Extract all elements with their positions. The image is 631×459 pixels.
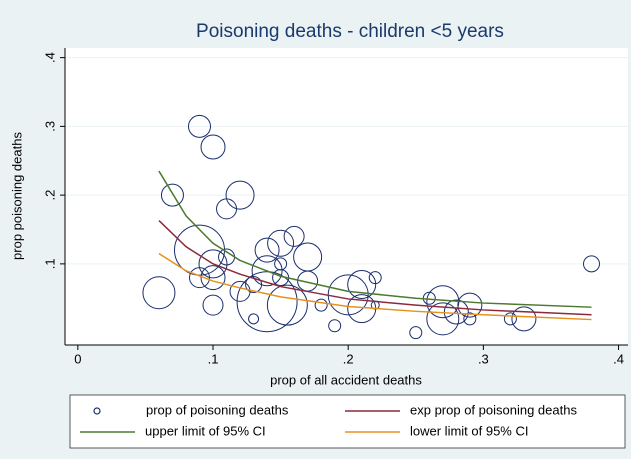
bubble: [251, 255, 283, 287]
bubble: [426, 302, 460, 336]
bubble: [583, 255, 601, 273]
y-tick-label: .3: [42, 121, 57, 132]
bubble: [254, 237, 280, 263]
bubble: [283, 225, 305, 247]
bubble: [266, 284, 308, 326]
bubble: [200, 134, 226, 160]
y-tick-label: .1: [42, 258, 57, 269]
bubble: [457, 292, 483, 318]
curve: [158, 252, 592, 321]
legend-label: lower limit of 95% CI: [410, 423, 528, 438]
bubble: [198, 249, 228, 279]
bubble: [160, 183, 184, 207]
bubble: [187, 114, 211, 138]
bubble: [225, 180, 255, 210]
y-tick-label: .4: [42, 52, 57, 63]
bubble: [503, 312, 517, 326]
bubble: [267, 229, 295, 257]
bubble: [511, 306, 537, 332]
chart-title: Poisoning deaths - children <5 years: [196, 21, 504, 42]
curve: [158, 170, 592, 308]
bubble: [409, 326, 423, 340]
bubble: [463, 312, 477, 326]
plot-area: [65, 48, 628, 345]
legend-marker: [93, 407, 101, 415]
bubble: [328, 319, 342, 333]
bubble: [142, 276, 176, 310]
legend-label: prop of poisoning deaths: [146, 402, 289, 417]
y-axis-label: prop poisoning deaths: [9, 132, 24, 260]
x-tick-label: .3: [478, 351, 489, 366]
legend-label: exp prop of poisoning deaths: [410, 402, 577, 417]
x-tick-label: .4: [613, 351, 624, 366]
curve: [158, 220, 592, 316]
bubble: [314, 298, 328, 312]
bubble: [347, 270, 377, 299]
legend-label: upper limit of 95% CI: [145, 423, 266, 438]
bubble: [248, 313, 260, 325]
legend: [69, 394, 626, 449]
x-tick-label: .2: [343, 351, 354, 366]
bubble: [368, 271, 382, 285]
bubble: [202, 294, 224, 316]
x-axis-label: prop of all accident deaths: [270, 372, 422, 387]
bubble: [443, 299, 469, 325]
x-tick-label: 0: [74, 351, 81, 366]
bubble: [200, 265, 226, 291]
x-tick-label: .1: [208, 351, 219, 366]
y-tick-label: .2: [42, 190, 57, 201]
